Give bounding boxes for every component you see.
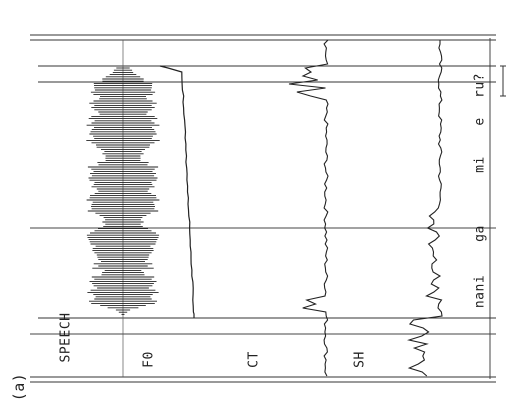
syllable-label: e bbox=[472, 117, 488, 126]
f0-contour bbox=[159, 65, 195, 318]
syllable-label: ru? bbox=[472, 73, 488, 98]
channel-label-f0: F0 bbox=[141, 351, 157, 368]
channel-label-sh: SH bbox=[352, 351, 368, 368]
syllable-label: ga bbox=[472, 225, 488, 242]
panel-label: (a) bbox=[10, 372, 28, 402]
time-scale-bar bbox=[500, 65, 506, 97]
sh-emg-trace bbox=[406, 40, 443, 377]
syllable-label: nani bbox=[472, 274, 488, 309]
syllable-label: mi bbox=[472, 156, 488, 173]
channel-label-speech: SPEECH bbox=[58, 312, 74, 363]
channel-label-ct: CT bbox=[246, 351, 262, 368]
speech-waveform bbox=[86, 67, 160, 315]
ct-emg-trace bbox=[288, 39, 329, 377]
